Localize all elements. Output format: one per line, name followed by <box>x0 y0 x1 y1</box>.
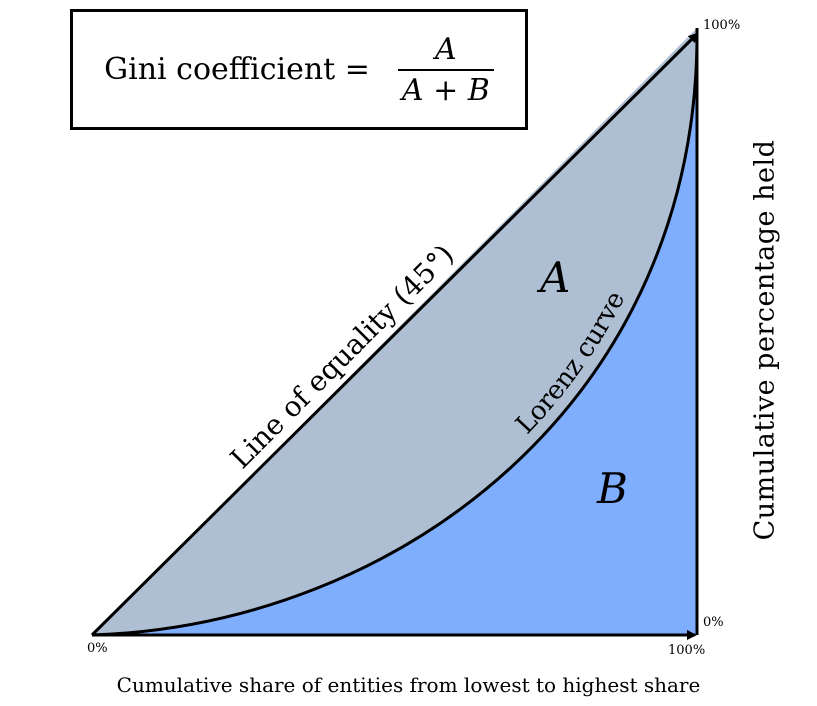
tick-x-max: 100% <box>668 643 706 658</box>
formula-denominator: A + B <box>401 72 490 108</box>
formula-numerator: A <box>435 31 457 67</box>
y-axis-label: Cumulative percentage held <box>749 139 781 541</box>
region-a-label: A <box>536 253 570 302</box>
formula-fraction: A A + B <box>397 31 494 108</box>
lorenz-curve <box>91 27 699 637</box>
region-b-label: B <box>596 464 628 513</box>
region-b-area <box>92 28 698 635</box>
tick-y-max: 100% <box>703 18 741 33</box>
gini-formula: Gini coefficient = A A + B <box>73 12 525 127</box>
formula-box: Gini coefficient = A A + B <box>70 9 528 130</box>
formula-lhs: Gini coefficient = <box>104 52 370 87</box>
line-of-equality <box>90 32 699 637</box>
fraction-bar <box>397 68 494 71</box>
tick-right-zero: 0% <box>703 615 724 630</box>
x-axis-label: Cumulative share of entities from lowest… <box>116 673 701 697</box>
tick-origin: 0% <box>87 641 108 656</box>
